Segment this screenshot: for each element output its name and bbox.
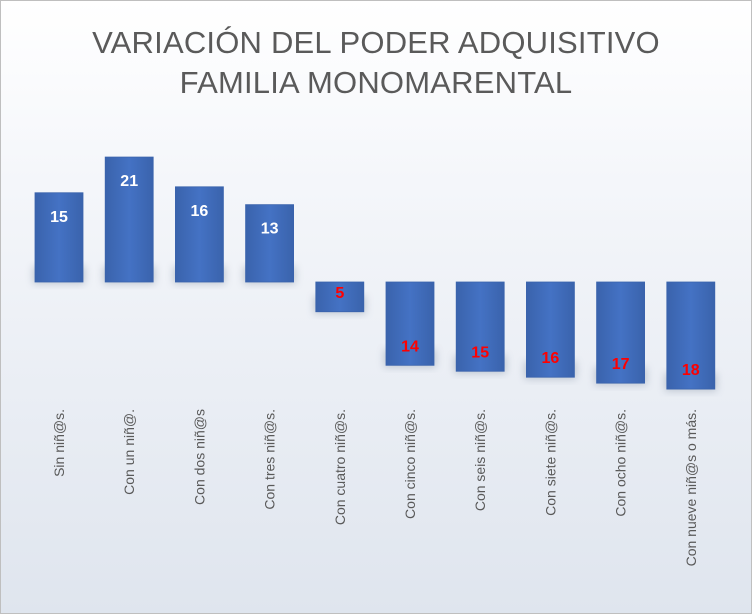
bar-2	[104, 156, 154, 283]
data-label-4: 13	[261, 221, 279, 238]
x-tick-label-6: Con cinco niñ@s.	[402, 409, 418, 519]
chart-title: VARIACIÓN DEL PODER ADQUISITIVO FAMILIA …	[1, 23, 751, 103]
data-label-1: 15	[50, 209, 68, 226]
data-label-3: 16	[191, 203, 209, 220]
x-tick-label-10: Con nueve niñ@s o más.	[683, 409, 699, 566]
chart-title-line-1: VARIACIÓN DEL PODER ADQUISITIVO	[92, 25, 660, 60]
bar-7	[455, 281, 505, 372]
bar-10	[666, 281, 716, 390]
x-tick-label-5: Con cuatro niñ@s.	[332, 409, 348, 525]
x-tick-label-8: Con siete niñ@s.	[542, 409, 558, 516]
bar-8	[526, 281, 575, 378]
x-tick-label-4: Con tres niñ@s.	[262, 409, 278, 510]
data-label-6: 14	[401, 338, 419, 355]
x-tick-label-2: Con un niñ@.	[121, 409, 137, 495]
data-label-2: 21	[120, 173, 138, 190]
chart-title-line-2: FAMILIA MONOMARENTAL	[179, 65, 573, 100]
bar-5	[315, 281, 365, 313]
data-label-7: 15	[471, 344, 489, 361]
bar-9	[596, 281, 645, 384]
bar-3	[174, 186, 224, 283]
x-tick-label-1: Sin niñ@s.	[51, 409, 67, 477]
data-label-9: 17	[612, 356, 630, 373]
bar-6	[385, 281, 435, 366]
data-label-5: 5	[335, 285, 344, 302]
x-tick-label-7: Con seis niñ@s.	[472, 409, 488, 511]
bar-4	[245, 204, 295, 283]
data-label-8: 16	[542, 350, 560, 367]
data-label-10: 18	[682, 362, 700, 379]
bar-1	[34, 192, 84, 283]
x-tick-label-9: Con ocho niñ@s.	[613, 409, 629, 517]
x-tick-label-3: Con dos niñ@s	[191, 409, 207, 505]
